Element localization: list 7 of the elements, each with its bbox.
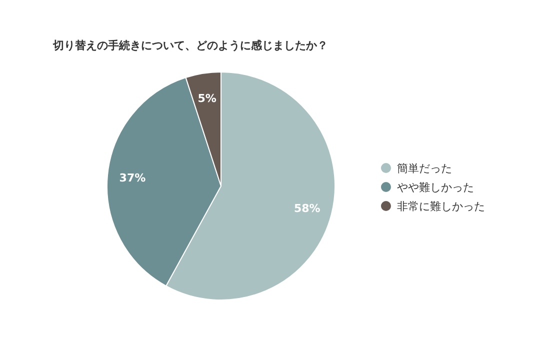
data-label: 5%: [198, 92, 216, 106]
legend-label: 非常に難しかった: [397, 200, 485, 213]
chart-title: 切り替えの手続きについて、どのように感じましたか？: [52, 39, 328, 52]
legend-label: 簡単だった: [397, 162, 452, 175]
data-label: 37%: [119, 172, 146, 185]
legend-label: やや難しかった: [397, 181, 474, 194]
data-label: 58%: [294, 202, 320, 216]
